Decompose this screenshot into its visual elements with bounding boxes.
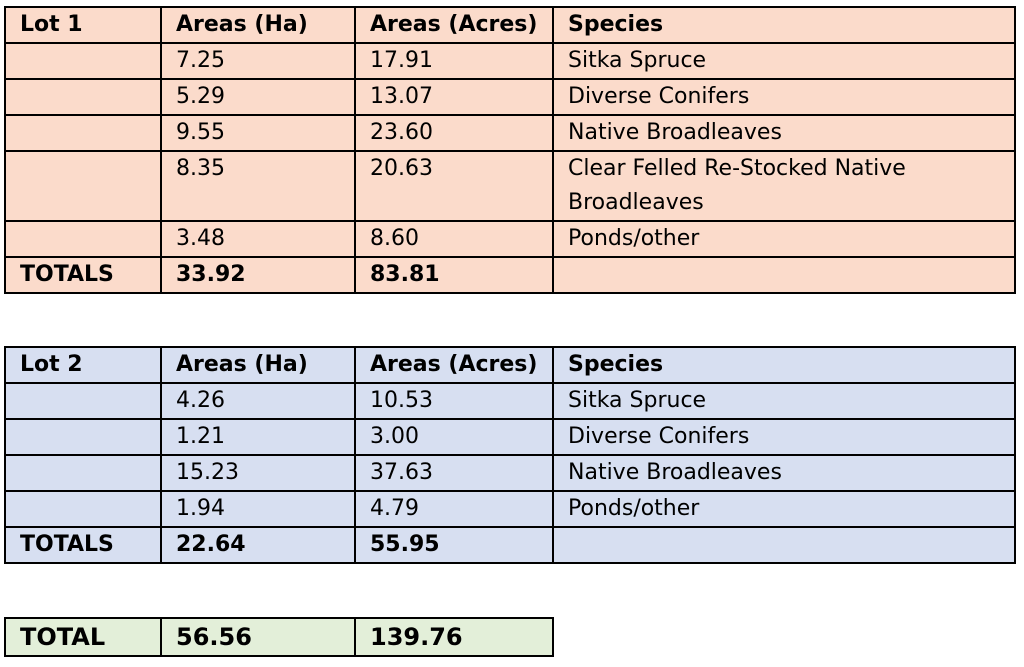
ha-cell: 3.48: [160, 220, 356, 258]
header-cell: Species: [552, 6, 1016, 44]
lot-cell: [4, 382, 162, 420]
species-cell: Diverse Conifers: [552, 78, 1016, 116]
total-acres: 55.95: [354, 526, 554, 564]
table-row: 9.55 23.60 Native Broadleaves: [4, 114, 1016, 152]
total-acres: 83.81: [354, 256, 554, 294]
lot1-table: Lot 1 Areas (Ha) Areas (Acres) Species 7…: [4, 6, 1016, 294]
grand-total-label: TOTAL: [4, 617, 162, 657]
header-cell: Areas (Acres): [354, 6, 554, 44]
total-species: [552, 256, 1016, 294]
acres-cell: 20.63: [354, 150, 554, 222]
grand-total-table: TOTAL 56.56 139.76: [4, 617, 554, 657]
lot-cell: [4, 220, 162, 258]
acres-cell: 17.91: [354, 42, 554, 80]
table-row: 8.35 20.63 Clear Felled Re-Stocked Nativ…: [4, 150, 1016, 222]
header-cell: Areas (Ha): [160, 6, 356, 44]
table-row: 1.94 4.79 Ponds/other: [4, 490, 1016, 528]
totals-row: TOTALS 33.92 83.81: [4, 256, 1016, 294]
acres-cell: 3.00: [354, 418, 554, 456]
species-cell: Diverse Conifers: [552, 418, 1016, 456]
table-row: 3.48 8.60 Ponds/other: [4, 220, 1016, 258]
total-ha: 22.64: [160, 526, 356, 564]
totals-row: TOTALS 22.64 55.95: [4, 526, 1016, 564]
species-cell: Sitka Spruce: [552, 42, 1016, 80]
species-cell: Ponds/other: [552, 490, 1016, 528]
header-cell: Areas (Ha): [160, 346, 356, 384]
total-ha: 33.92: [160, 256, 356, 294]
acres-cell: 13.07: [354, 78, 554, 116]
species-cell: Clear Felled Re-Stocked Native Broadleav…: [552, 150, 1016, 222]
ha-cell: 15.23: [160, 454, 356, 492]
table-row: 7.25 17.91 Sitka Spruce: [4, 42, 1016, 80]
header-cell: Lot 2: [4, 346, 162, 384]
lot-cell: [4, 418, 162, 456]
ha-cell: 9.55: [160, 114, 356, 152]
table-header-row: Lot 2 Areas (Ha) Areas (Acres) Species: [4, 346, 1016, 384]
lot-cell: [4, 454, 162, 492]
table-row: 15.23 37.63 Native Broadleaves: [4, 454, 1016, 492]
ha-cell: 7.25: [160, 42, 356, 80]
acres-cell: 23.60: [354, 114, 554, 152]
lot-cell: [4, 42, 162, 80]
species-cell: Native Broadleaves: [552, 114, 1016, 152]
lot-cell: [4, 114, 162, 152]
ha-cell: 8.35: [160, 150, 356, 222]
species-cell: Sitka Spruce: [552, 382, 1016, 420]
acres-cell: 10.53: [354, 382, 554, 420]
lot-cell: [4, 150, 162, 222]
table-row: 1.21 3.00 Diverse Conifers: [4, 418, 1016, 456]
species-cell: Ponds/other: [552, 220, 1016, 258]
table-header-row: Lot 1 Areas (Ha) Areas (Acres) Species: [4, 6, 1016, 44]
totals-label: TOTALS: [4, 526, 162, 564]
ha-cell: 5.29: [160, 78, 356, 116]
grand-total-acres: 139.76: [354, 617, 554, 657]
lot-cell: [4, 78, 162, 116]
totals-label: TOTALS: [4, 256, 162, 294]
header-cell: Lot 1: [4, 6, 162, 44]
lot2-table: Lot 2 Areas (Ha) Areas (Acres) Species 4…: [4, 346, 1016, 564]
lot-cell: [4, 490, 162, 528]
header-cell: Areas (Acres): [354, 346, 554, 384]
grand-total-row: TOTAL 56.56 139.76: [4, 617, 554, 657]
grand-total-ha: 56.56: [160, 617, 356, 657]
total-species: [552, 526, 1016, 564]
header-cell: Species: [552, 346, 1016, 384]
table-row: 5.29 13.07 Diverse Conifers: [4, 78, 1016, 116]
ha-cell: 1.94: [160, 490, 356, 528]
acres-cell: 37.63: [354, 454, 554, 492]
acres-cell: 4.79: [354, 490, 554, 528]
ha-cell: 4.26: [160, 382, 356, 420]
species-cell: Native Broadleaves: [552, 454, 1016, 492]
table-row: 4.26 10.53 Sitka Spruce: [4, 382, 1016, 420]
acres-cell: 8.60: [354, 220, 554, 258]
ha-cell: 1.21: [160, 418, 356, 456]
